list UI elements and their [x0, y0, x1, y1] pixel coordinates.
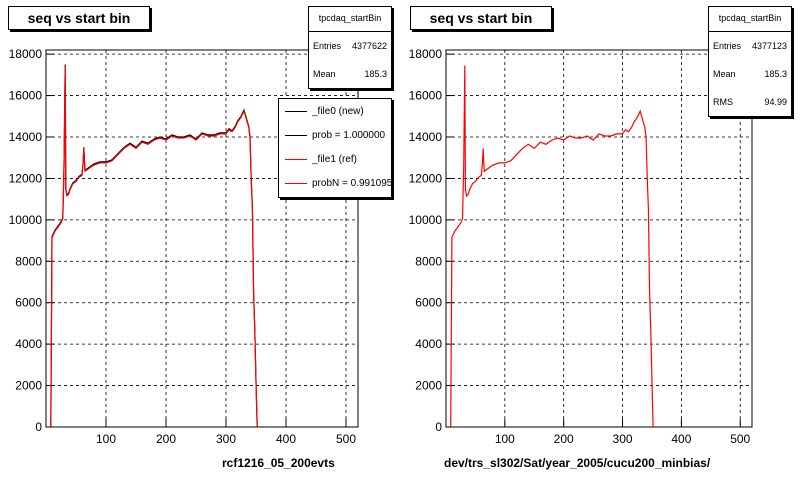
y-tick-label: 18000 — [409, 47, 443, 61]
y-tick-label: 4000 — [15, 337, 42, 351]
left-stats-value: 185.3 — [364, 69, 387, 79]
series-line — [50, 65, 258, 428]
y-tick-label: 12000 — [409, 171, 443, 185]
y-tick-label: 12000 — [9, 171, 43, 185]
right-pad: 100 200 300 400 500 0 2000 4000 6000 8000 10000 120… — [400, 0, 800, 480]
y-tick-label: 8000 — [415, 254, 442, 268]
x-tick-label: 300 — [216, 432, 236, 446]
right-stats-label: Mean — [713, 69, 736, 79]
right-x-axis-title: dev/trs_sl302/Sat/year_2005/cucu200_minb… — [444, 456, 711, 470]
y-tick-label: 4000 — [415, 337, 442, 351]
x-tick-label: 100 — [96, 432, 116, 446]
right-stats-label: RMS — [713, 97, 733, 107]
right-stats-row: RMS 94.99 — [709, 88, 791, 116]
right-chart-title: seq vs start bin — [410, 6, 552, 30]
plot-frame — [445, 49, 753, 428]
y-tick-label: 16000 — [9, 89, 43, 103]
y-tick-label: 2000 — [415, 379, 442, 393]
left-stats-label: Entries — [313, 41, 342, 51]
left-pad: 100 200 300 400 500 0 2000 4000 6000 8000 10000 120… — [8, 6, 392, 470]
right-stats-value: 94.99 — [764, 97, 787, 107]
right-stats-value: 4377123 — [751, 41, 787, 51]
legend-label: prob = 1.000000 — [312, 129, 386, 141]
x-tick-label: 100 — [495, 432, 515, 446]
legend: _file0 (new) prob = 1.000000 _file1 (ref… — [278, 98, 392, 198]
y-tick-label: 8000 — [15, 254, 42, 268]
legend-label: probN = 0.991095 — [312, 177, 392, 189]
left-stats-box: tpcdaq_startBin Entries 4377622 Mean 185… — [308, 6, 392, 89]
legend-swatch — [285, 134, 307, 136]
y-tick-label: 14000 — [409, 130, 443, 144]
left-chart-title: seq vs start bin — [8, 6, 150, 30]
left-stats-row: Entries 4377622 — [309, 32, 391, 60]
y-tick-label: 10000 — [409, 213, 443, 227]
x-tick-label: 200 — [554, 432, 574, 446]
legend-item: probN = 0.991095 — [279, 173, 392, 193]
left-x-axis-title: rcf1216_05_200evts — [222, 456, 335, 470]
right-stats-label: Entries — [713, 41, 742, 51]
legend-item: _file1 (ref) — [279, 149, 391, 169]
legend-swatch — [285, 158, 307, 160]
x-tick-label: 500 — [730, 432, 750, 446]
left-stats-value: 4377622 — [351, 41, 387, 51]
x-tick-label: 300 — [613, 432, 633, 446]
right-stats-row: Entries 4377123 — [709, 32, 791, 60]
legend-item: prob = 1.000000 — [279, 125, 391, 145]
x-tick-label: 400 — [276, 432, 296, 446]
y-tick-label: 0 — [35, 420, 42, 434]
right-stats-value: 185.3 — [764, 69, 787, 79]
y-tick-label: 18000 — [9, 47, 43, 61]
legend-label: _file0 (new) — [312, 105, 364, 117]
right-stats-box: tpcdaq_startBin Entries 4377123 Mean 185… — [708, 6, 792, 117]
right-stats-row: Mean 185.3 — [709, 60, 791, 88]
left-stats-label: Mean — [313, 69, 336, 79]
right-plot: 100 200 300 400 500 0 2000 4000 6000 8000 10000 120… — [409, 47, 753, 446]
x-tick-label: 200 — [156, 432, 176, 446]
x-tick-label: 400 — [671, 432, 691, 446]
y-tick-label: 2000 — [15, 379, 42, 393]
legend-swatch — [285, 110, 307, 112]
series-line — [450, 65, 654, 428]
y-tick-label: 16000 — [409, 89, 443, 103]
legend-item: _file0 (new) — [279, 101, 391, 121]
y-tick-label: 10000 — [9, 213, 43, 227]
left-stats-name: tpcdaq_startBin — [309, 7, 391, 32]
y-tick-label: 0 — [435, 420, 442, 434]
y-tick-label: 6000 — [15, 296, 42, 310]
y-tick-label: 14000 — [9, 130, 43, 144]
right-stats-name: tpcdaq_startBin — [709, 7, 791, 32]
legend-swatch — [285, 182, 307, 184]
left-stats-row: Mean 185.3 — [309, 60, 391, 88]
legend-label: _file1 (ref) — [312, 153, 358, 165]
x-tick-label: 500 — [336, 432, 356, 446]
y-tick-label: 6000 — [415, 296, 442, 310]
